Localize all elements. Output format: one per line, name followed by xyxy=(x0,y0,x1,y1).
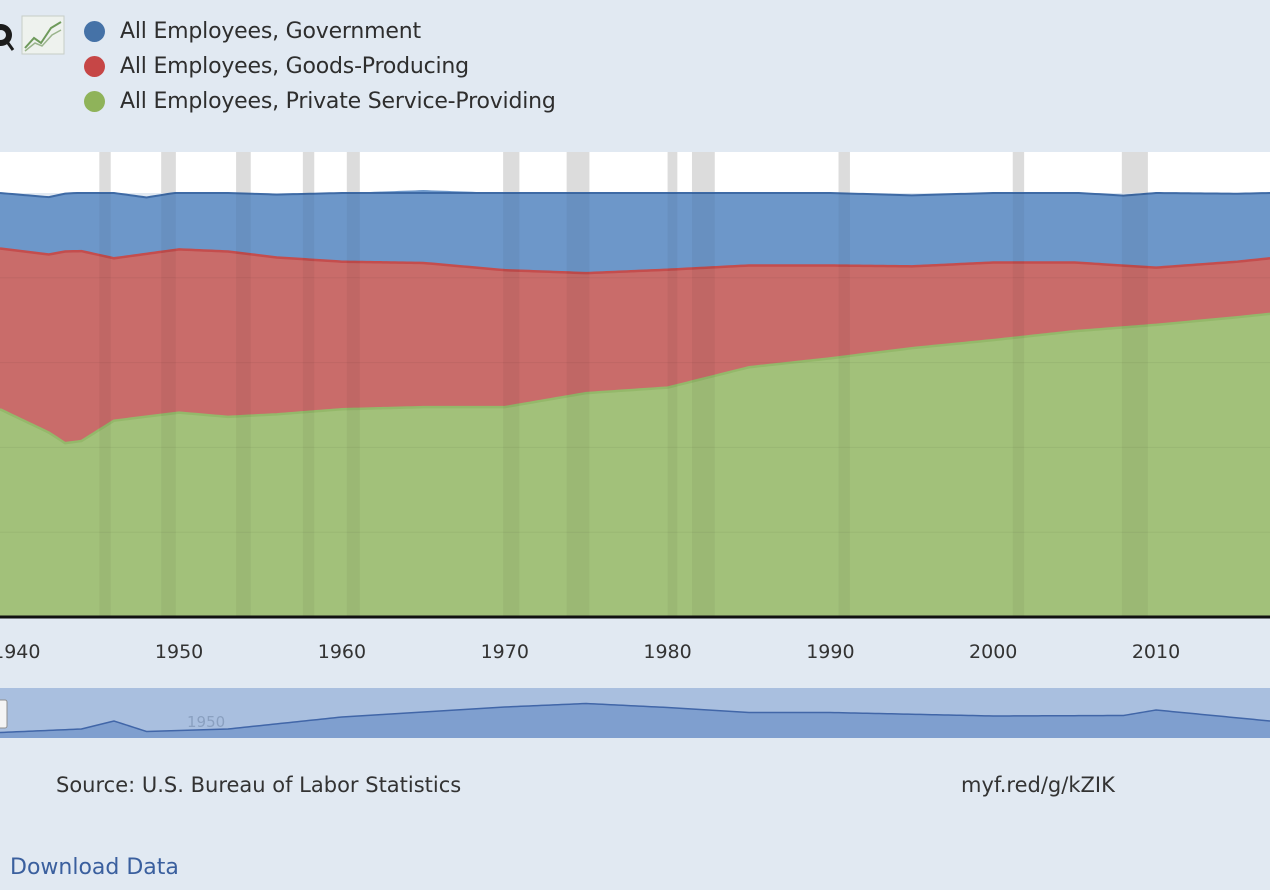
recession-band-top-9 xyxy=(838,152,850,193)
legend-label-private-service: All Employees, Private Service-Providing xyxy=(120,89,556,114)
recession-band-8 xyxy=(691,193,715,617)
short-url[interactable]: myf.red/g/kZIK xyxy=(961,773,1115,797)
series-area-2 xyxy=(0,313,1270,617)
recession-band-10 xyxy=(1012,193,1025,617)
x-tick-label-1990: 1990 xyxy=(806,641,854,663)
recession-band-2 xyxy=(236,193,251,617)
recession-band-top-1 xyxy=(161,152,176,193)
recession-band-3 xyxy=(302,193,315,617)
recession-band-top-10 xyxy=(1012,152,1025,193)
recession-band-6 xyxy=(566,193,590,617)
x-tick-label-1950: 1950 xyxy=(155,641,203,663)
recession-band-top-8 xyxy=(691,152,715,193)
recession-band-top-2 xyxy=(236,152,251,193)
recession-band-top-4 xyxy=(346,152,360,193)
x-tick-label-2000: 2000 xyxy=(969,641,1017,663)
recession-band-0 xyxy=(99,193,111,617)
x-tick-label-2010: 2010 xyxy=(1132,641,1180,663)
navigator-left-handle[interactable] xyxy=(0,699,8,729)
gridlines xyxy=(0,277,1270,533)
recession-band-top-0 xyxy=(99,152,111,193)
recession-band-top-5 xyxy=(503,152,520,193)
toolbar-svg xyxy=(0,15,65,55)
band-strip-background xyxy=(0,152,1270,193)
recession-band-7 xyxy=(667,193,678,617)
legend-swatch-private-service xyxy=(84,91,105,112)
plot-area xyxy=(0,190,1270,617)
x-tick-label-1980: 1980 xyxy=(643,641,691,663)
recession-band-strip xyxy=(0,152,1270,193)
download-data-link[interactable]: Download Data xyxy=(10,855,179,880)
legend-label-goods-producing: All Employees, Goods-Producing xyxy=(120,54,469,79)
navigator-series-line xyxy=(0,702,1270,734)
legend-swatch-goods-producing xyxy=(84,56,105,77)
legend: All Employees, Government All Employees,… xyxy=(84,14,556,119)
recession-band-9 xyxy=(838,193,850,617)
series-area-0 xyxy=(0,190,1270,274)
legend-item-goods-producing[interactable]: All Employees, Goods-Producing xyxy=(84,49,556,84)
x-tick-label-1940: 1940 xyxy=(0,641,40,663)
recession-band-5 xyxy=(503,193,520,617)
source-note: Source: U.S. Bureau of Labor Statistics xyxy=(56,773,462,797)
recession-band-top-6 xyxy=(566,152,590,193)
recession-band-top-11 xyxy=(1121,152,1148,193)
series-line-2 xyxy=(0,312,1270,445)
series-line-0 xyxy=(0,191,1270,199)
recession-band-1 xyxy=(161,193,176,617)
x-axis-ticks: 1940 1950 1960 1970 1980 1990 2000 2010 xyxy=(0,641,1180,663)
x-tick-label-1970: 1970 xyxy=(481,641,529,663)
x-tick-label-1960: 1960 xyxy=(318,641,366,663)
navigator-tick-label: 1950 xyxy=(187,713,225,731)
range-navigator[interactable]: 1950 xyxy=(0,688,1270,738)
recession-band-4 xyxy=(346,193,360,617)
recession-band-11 xyxy=(1121,193,1148,617)
series-line-1 xyxy=(0,247,1270,275)
legend-item-government[interactable]: All Employees, Government xyxy=(84,14,556,49)
series-area-1 xyxy=(0,248,1270,444)
recession-band-overlay xyxy=(99,193,1148,617)
chart-toolbar xyxy=(0,8,70,58)
navigator-series-area xyxy=(0,703,1270,738)
legend-item-private-service[interactable]: All Employees, Private Service-Providing xyxy=(84,84,556,119)
legend-label-government: All Employees, Government xyxy=(120,19,421,44)
legend-swatch-government xyxy=(84,21,105,42)
recession-band-top-3 xyxy=(302,152,315,193)
chart: 1940 1950 1960 1970 1980 1990 2000 2010 1950 xyxy=(0,152,1270,738)
recession-band-top-7 xyxy=(667,152,678,193)
zoom-icon[interactable] xyxy=(0,24,15,51)
line-chart-icon[interactable] xyxy=(21,15,65,55)
